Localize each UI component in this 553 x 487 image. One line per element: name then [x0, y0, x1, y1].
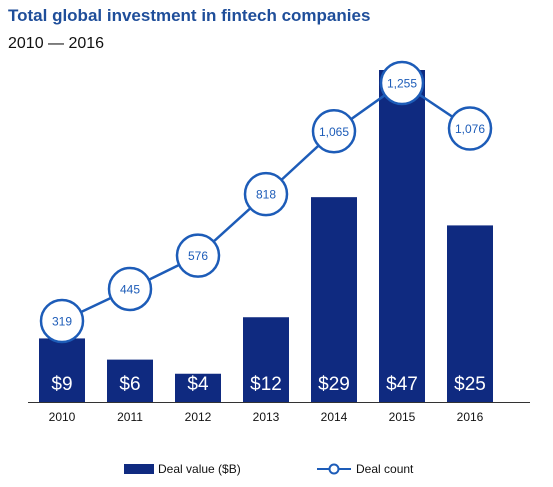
deal-count-label-2016: 1,076 — [455, 122, 485, 136]
bar-label-2016: $25 — [454, 374, 486, 395]
legend-label-deal-count: Deal count — [356, 462, 414, 476]
x-tick-label-2015: 2015 — [389, 410, 416, 424]
legend-line-swatch — [317, 463, 351, 475]
x-tick-label-2016: 2016 — [457, 410, 484, 424]
bar-2011 — [107, 359, 153, 402]
bar-2016 — [447, 225, 493, 402]
legend-item-deal-value: Deal value ($B) — [124, 462, 241, 476]
x-tick-label-2010: 2010 — [49, 410, 76, 424]
chart: $9 $6 $4 $12 $29 $47 $25 2010 2011 2012 2013 2014 20… — [28, 60, 530, 424]
x-tick-label-2011: 2011 — [117, 410, 143, 424]
bar-2013 — [243, 317, 289, 402]
deal-count-label-2011: 445 — [120, 282, 140, 296]
deal-count-label-2013: 818 — [256, 188, 276, 202]
bar-2015 — [379, 70, 425, 402]
x-tick-label-2012: 2012 — [185, 410, 212, 424]
chart-subtitle: 2010 — 2016 — [8, 35, 105, 52]
deal-count-marker-2015 — [379, 60, 425, 106]
bar-label-2012: $4 — [187, 374, 209, 395]
deal-count-label-2010: 319 — [52, 315, 72, 329]
deal-count-label-2012: 576 — [188, 249, 208, 263]
legend: Deal value ($B) Deal count — [0, 462, 553, 482]
deal-count-marker-2016 — [447, 106, 493, 151]
bar-2014 — [311, 197, 357, 402]
deal-count-marker-2013 — [243, 171, 289, 217]
bar-2010 — [39, 338, 85, 402]
x-tick-label-2013: 2013 — [253, 410, 280, 424]
chart-title: Total global investment in fintech compa… — [8, 6, 371, 25]
bar-2012 — [175, 373, 221, 402]
deal-count-marker-2012 — [175, 233, 221, 278]
x-tick-label-2014: 2014 — [321, 410, 348, 424]
legend-bar-swatch — [124, 464, 154, 474]
bar-label-2015: $47 — [386, 374, 418, 395]
legend-item-deal-count: Deal count — [316, 462, 413, 476]
bar-label-2011: $6 — [119, 374, 140, 395]
legend-label-deal-value: Deal value ($B) — [158, 462, 241, 476]
bar-label-2010: $9 — [51, 374, 72, 395]
bar-label-2013: $12 — [250, 374, 282, 395]
deal-count-label-2014: 1,065 — [319, 125, 349, 139]
deal-count-marker-2010 — [39, 298, 85, 344]
deal-count-marker-2011 — [107, 266, 153, 312]
bar-label-2014: $29 — [318, 374, 350, 395]
deal-count-marker-2014 — [311, 109, 357, 154]
deal-count-label-2015: 1,255 — [387, 77, 417, 91]
